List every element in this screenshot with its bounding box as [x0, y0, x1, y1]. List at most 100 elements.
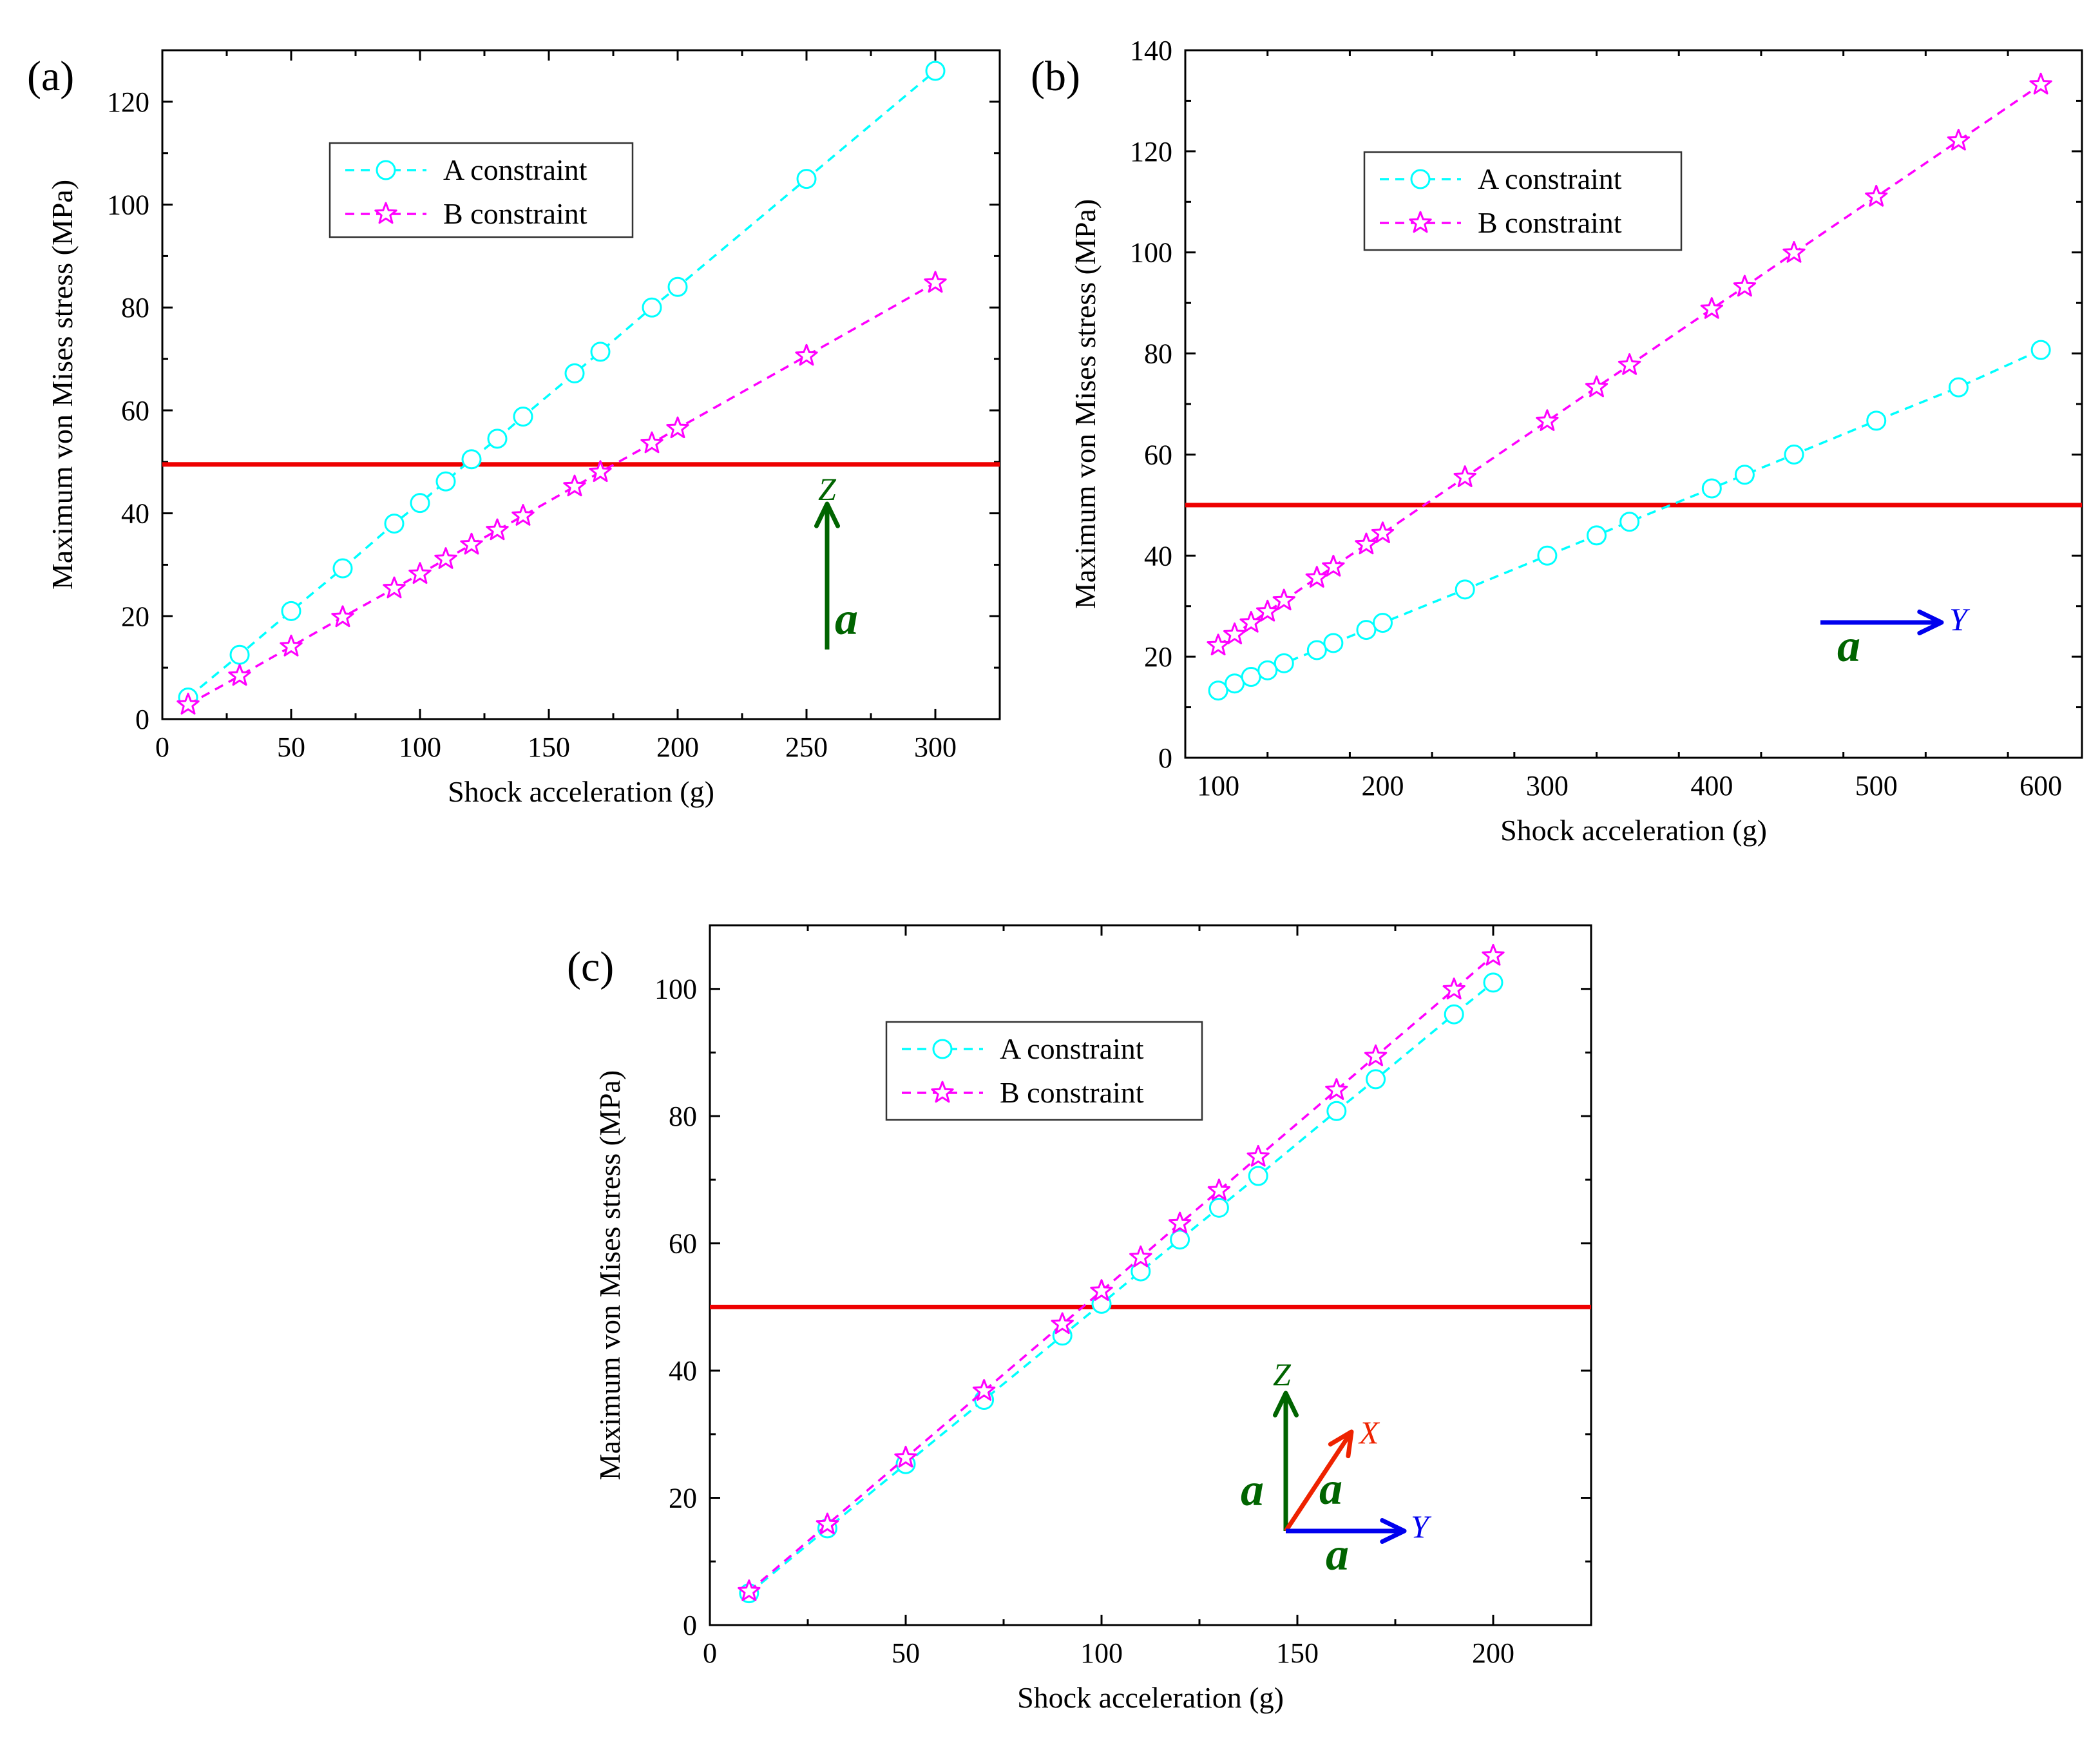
acceleration-label-z: a — [1241, 1464, 1264, 1516]
x-tick-label: 0 — [703, 1637, 717, 1669]
x-tick-label: 200 — [1472, 1637, 1514, 1669]
x-axis-label: X — [1358, 1414, 1380, 1450]
data-point — [1272, 588, 1295, 611]
data-point — [1248, 1166, 1268, 1186]
legend-circle-marker — [1410, 169, 1431, 189]
data-point — [1537, 545, 1558, 566]
x-tick-label: 150 — [528, 731, 570, 763]
acceleration-label: a — [835, 593, 858, 644]
data-point — [1170, 1229, 1190, 1250]
y-tick-label: 20 — [1144, 641, 1172, 673]
data-point — [1257, 660, 1278, 680]
y-tick-label: 40 — [121, 498, 149, 530]
legend-label: B constraint — [1478, 206, 1622, 239]
data-point — [1442, 977, 1465, 999]
acceleration-label-y: a — [1326, 1528, 1349, 1580]
x-tick-label: 300 — [914, 731, 957, 763]
data-point — [384, 514, 405, 534]
x-tick-label: 200 — [656, 731, 699, 763]
legend-box — [1363, 151, 1683, 251]
x-axis-label: Shock acceleration (g) — [1017, 1681, 1284, 1714]
data-point — [486, 518, 509, 541]
data-point — [1536, 409, 1559, 431]
x-tick-label: 150 — [1276, 1637, 1319, 1669]
x-tick-label: 100 — [399, 731, 441, 763]
y-tick-label: 20 — [669, 1483, 697, 1514]
panel-label: (c) — [567, 943, 614, 990]
data-point — [229, 644, 250, 665]
data-point — [1587, 525, 1607, 546]
data-point — [1700, 297, 1723, 319]
data-point — [1208, 680, 1228, 701]
series-line — [187, 70, 937, 698]
x-tick-label: 400 — [1690, 770, 1733, 802]
data-point — [1208, 1197, 1229, 1218]
data-point — [1784, 444, 1804, 465]
data-point — [1364, 1044, 1388, 1066]
series-b — [177, 271, 947, 715]
x-tick-label: 100 — [1197, 770, 1239, 802]
legend-label: A constraint — [1000, 1032, 1144, 1065]
y-arrow-head — [1380, 1517, 1407, 1545]
data-point — [410, 493, 430, 514]
y-arrow-head — [1917, 609, 1944, 636]
x-tick-label: 0 — [155, 731, 169, 763]
y-tick-label: 100 — [654, 974, 697, 1005]
y-tick-label: 120 — [1130, 136, 1172, 168]
data-point — [1947, 128, 1971, 151]
data-point — [1207, 633, 1230, 656]
acceleration-annotation: Za — [814, 471, 858, 650]
z-axis-label: Z — [818, 471, 837, 507]
data-point — [1207, 1179, 1231, 1200]
data-point — [1701, 478, 1722, 499]
legend-label: A constraint — [1478, 162, 1622, 195]
data-point — [1325, 1078, 1348, 1100]
data-point — [1585, 375, 1608, 398]
data-point — [1223, 622, 1246, 644]
acceleration-label-x: a — [1319, 1463, 1342, 1514]
data-point — [1090, 1279, 1113, 1301]
data-point — [1322, 555, 1345, 577]
data-point — [1733, 274, 1757, 297]
data-point — [1241, 667, 1261, 688]
legend-circle-marker — [932, 1039, 953, 1059]
series-b — [1207, 72, 2052, 656]
data-point — [280, 634, 303, 657]
data-point — [1326, 1101, 1347, 1121]
data-point — [1239, 611, 1263, 633]
legend: A constraint B constraint — [885, 1021, 1203, 1121]
y-axis-label: Maximum von Mises stress (MPa) — [1069, 199, 1102, 609]
data-point — [1865, 184, 1888, 207]
x-axis-label: Shock acceleration (g) — [1500, 814, 1767, 847]
chart-panel-2: 100 200 300 400 500 600 0 20 40 60 80 100 120 140 Shoc… — [1031, 35, 2083, 847]
y-tick-label: 40 — [1144, 540, 1172, 572]
data-point — [589, 460, 612, 482]
y-tick-label: 60 — [121, 395, 149, 427]
data-point — [1129, 1245, 1152, 1267]
plot-frame — [161, 49, 1001, 720]
y-tick-label: 0 — [683, 1610, 697, 1641]
data-point — [563, 474, 586, 497]
x-tick-label: 100 — [1080, 1637, 1123, 1669]
data-point — [2030, 340, 2051, 360]
data-point — [511, 504, 535, 526]
x-tick-label: 600 — [2019, 770, 2062, 802]
legend: A constraint B constraint — [1363, 151, 1683, 251]
data-point — [1453, 465, 1476, 487]
data-point — [1866, 410, 1887, 431]
series-a — [1208, 340, 2051, 701]
y-tick-label: 0 — [1158, 742, 1172, 774]
series-line — [187, 282, 936, 706]
legend-star-marker — [931, 1081, 954, 1103]
data-point — [564, 363, 585, 383]
data-point — [1618, 353, 1641, 375]
chart-panel-3: 0 50 100 150 200 0 20 40 60 80 100 Shock accelerati… — [567, 924, 1592, 1714]
data-point — [1734, 465, 1755, 485]
legend-label: B constraint — [1000, 1076, 1144, 1109]
data-point — [924, 271, 947, 293]
data-point — [1323, 633, 1344, 653]
data-point — [281, 601, 301, 621]
data-point — [1246, 1144, 1270, 1167]
data-point — [640, 431, 663, 454]
